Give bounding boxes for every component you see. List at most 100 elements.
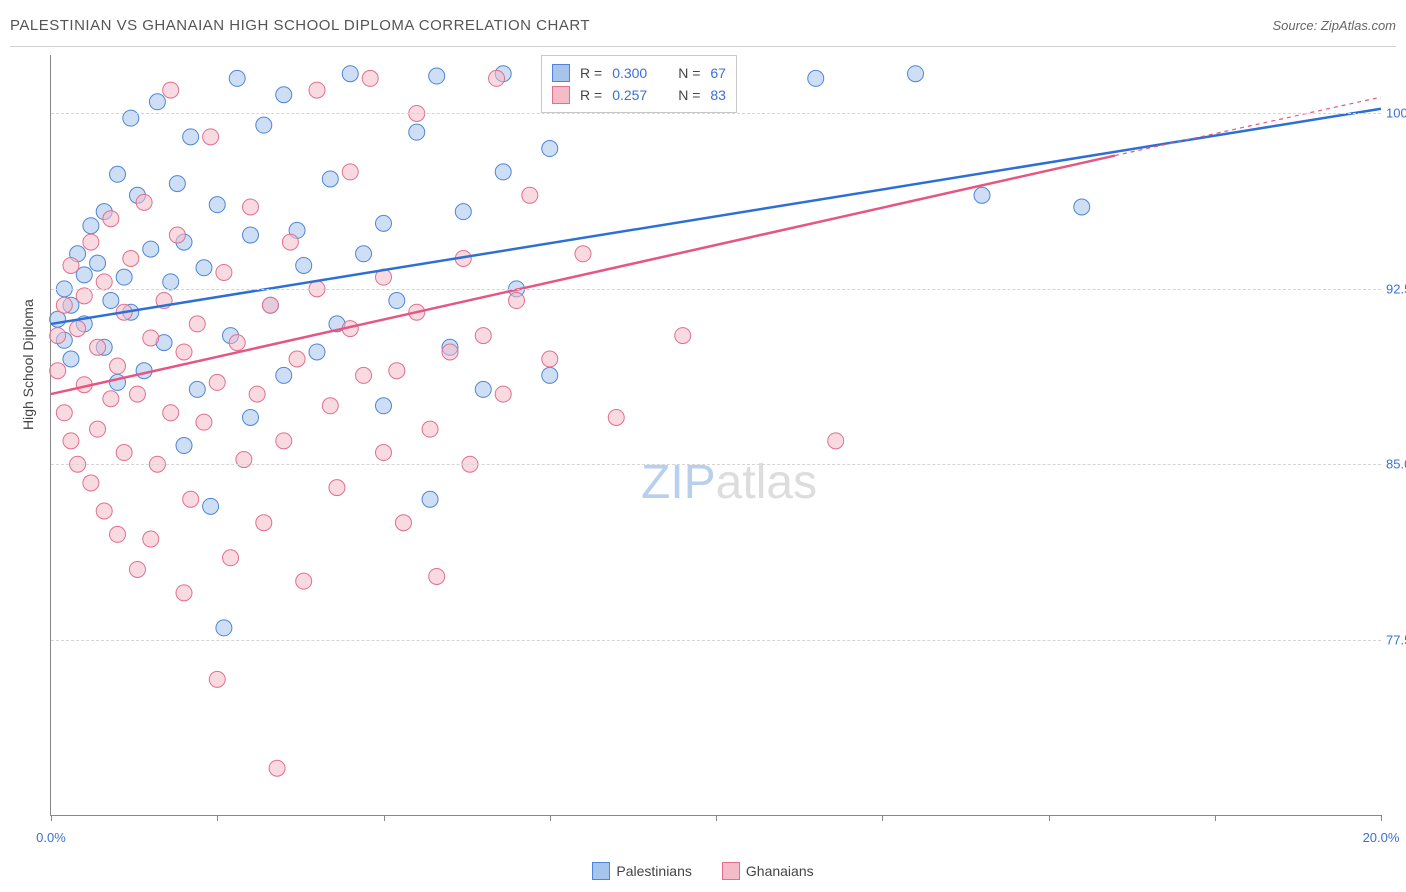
data-point: [129, 386, 145, 402]
data-point: [176, 585, 192, 601]
data-point: [56, 297, 72, 313]
data-point: [828, 433, 844, 449]
data-point: [96, 274, 112, 290]
legend-swatch: [722, 862, 740, 880]
data-point: [50, 363, 66, 379]
y-tick-label: 77.5%: [1386, 632, 1406, 647]
data-point: [103, 293, 119, 309]
y-tick-label: 85.0%: [1386, 457, 1406, 472]
data-point: [309, 82, 325, 98]
data-point: [63, 433, 79, 449]
data-point: [243, 409, 259, 425]
data-point: [176, 438, 192, 454]
data-point: [342, 164, 358, 180]
data-point: [123, 250, 139, 266]
data-point: [209, 671, 225, 687]
header-bar: PALESTINIAN VS GHANAIAN HIGH SCHOOL DIPL…: [10, 10, 1396, 47]
data-point: [475, 328, 491, 344]
data-point: [455, 204, 471, 220]
data-point: [163, 405, 179, 421]
trend-line: [51, 156, 1115, 395]
data-point: [376, 215, 392, 231]
data-point: [163, 82, 179, 98]
data-point: [389, 363, 405, 379]
data-point: [183, 491, 199, 507]
data-point: [216, 620, 232, 636]
data-point: [129, 561, 145, 577]
series-legend-item: Palestinians: [592, 862, 692, 880]
legend-row: R = 0.300 N = 67: [552, 62, 726, 84]
data-point: [356, 367, 372, 383]
r-label: R =: [580, 62, 602, 84]
data-point: [110, 358, 126, 374]
data-point: [136, 194, 152, 210]
data-point: [116, 269, 132, 285]
data-point: [143, 241, 159, 257]
data-point: [376, 398, 392, 414]
data-point: [103, 391, 119, 407]
data-point: [1074, 199, 1090, 215]
correlation-legend: R = 0.300 N = 67R =0.257N =83: [541, 55, 737, 113]
data-point: [276, 367, 292, 383]
data-point: [289, 351, 305, 367]
data-point: [376, 445, 392, 461]
data-point: [83, 218, 99, 234]
data-point: [143, 531, 159, 547]
data-point: [169, 176, 185, 192]
data-point: [76, 267, 92, 283]
data-point: [50, 328, 66, 344]
data-point: [495, 164, 511, 180]
series-name: Ghanaians: [746, 863, 814, 879]
data-point: [196, 414, 212, 430]
data-point: [522, 187, 538, 203]
y-tick-label: 92.5%: [1386, 281, 1406, 296]
data-point: [229, 335, 245, 351]
data-point: [183, 129, 199, 145]
data-point: [90, 421, 106, 437]
data-point: [322, 171, 338, 187]
r-value: 0.300: [612, 62, 658, 84]
legend-row: R =0.257N =83: [552, 84, 726, 106]
data-point: [209, 374, 225, 390]
data-point: [608, 409, 624, 425]
data-point: [209, 197, 225, 213]
data-point: [223, 550, 239, 566]
data-point: [90, 255, 106, 271]
data-point: [76, 288, 92, 304]
data-point: [542, 141, 558, 157]
x-tick: [716, 815, 717, 821]
data-point: [329, 480, 345, 496]
data-point: [63, 351, 79, 367]
data-point: [103, 211, 119, 227]
data-point: [143, 330, 159, 346]
x-tick-label: 0.0%: [36, 830, 66, 845]
r-label: R =: [580, 84, 602, 106]
data-point: [282, 234, 298, 250]
data-point: [309, 344, 325, 360]
trend-line-ext: [1115, 97, 1381, 155]
n-value: 67: [710, 62, 726, 84]
data-point: [216, 264, 232, 280]
data-point: [116, 445, 132, 461]
grid-line: [51, 289, 1381, 290]
trend-line: [51, 109, 1381, 324]
data-point: [575, 246, 591, 262]
data-point: [395, 515, 411, 531]
data-point: [362, 70, 378, 86]
x-tick: [1381, 815, 1382, 821]
data-point: [908, 66, 924, 82]
data-point: [243, 199, 259, 215]
n-value: 83: [710, 84, 726, 106]
data-point: [409, 124, 425, 140]
data-point: [429, 68, 445, 84]
data-point: [322, 398, 338, 414]
data-point: [169, 227, 185, 243]
n-label: N =: [678, 62, 700, 84]
data-point: [63, 257, 79, 273]
data-point: [808, 70, 824, 86]
data-point: [110, 166, 126, 182]
x-tick: [882, 815, 883, 821]
data-point: [296, 573, 312, 589]
data-point: [203, 129, 219, 145]
data-point: [475, 381, 491, 397]
